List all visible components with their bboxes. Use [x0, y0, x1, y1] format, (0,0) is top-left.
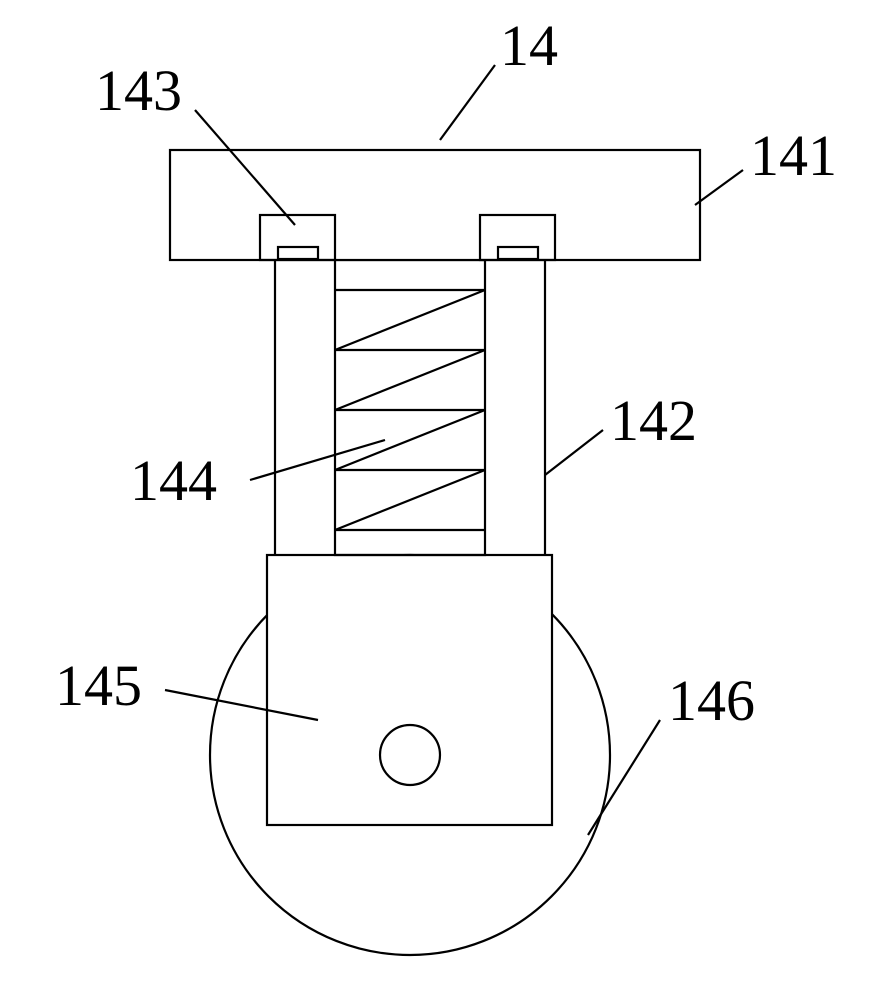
- mechanical-diagram: 14 141 143 142 144 145 146: [0, 0, 872, 1000]
- leader-142: [545, 430, 603, 475]
- label-141: 141: [750, 123, 837, 188]
- label-143: 143: [95, 58, 182, 123]
- spring-housing: [335, 260, 485, 555]
- label-145: 145: [55, 653, 142, 718]
- label-14: 14: [500, 13, 558, 78]
- top-plate: [170, 150, 700, 260]
- spring-coil: [335, 290, 485, 530]
- label-146: 146: [668, 668, 755, 733]
- label-142: 142: [610, 388, 697, 453]
- leader-141: [695, 170, 743, 205]
- leader-14: [440, 65, 495, 140]
- leader-146: [588, 720, 660, 835]
- leader-144: [250, 440, 385, 480]
- label-144: 144: [130, 448, 217, 513]
